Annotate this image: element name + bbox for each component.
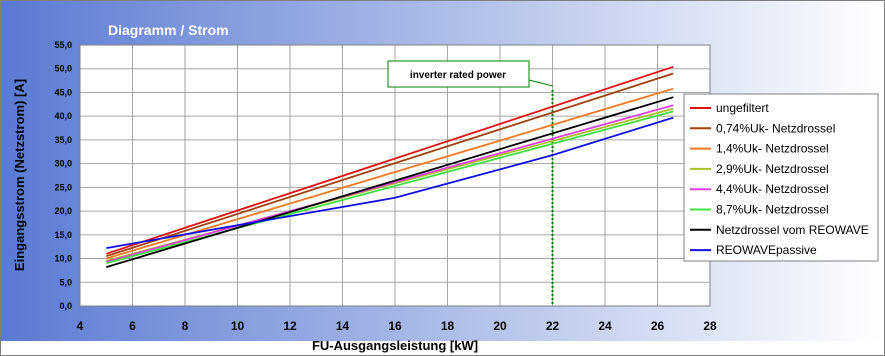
y-tick-label: 5,0 bbox=[59, 277, 72, 287]
legend-label: Netzdrossel vom REOWAVE bbox=[716, 223, 869, 237]
x-tick-label: 22 bbox=[546, 319, 560, 333]
x-tick-label: 24 bbox=[598, 319, 612, 333]
annotation-label: inverter rated power bbox=[410, 70, 506, 81]
legend-label: 1,4%Uk- Netzdrossel bbox=[716, 142, 829, 156]
legend-label: 8,7%Uk- Netzdrossel bbox=[716, 203, 829, 217]
y-tick-label: 15,0 bbox=[54, 230, 72, 240]
x-tick-label: 18 bbox=[441, 319, 455, 333]
x-tick-label: 20 bbox=[493, 319, 507, 333]
legend bbox=[683, 93, 879, 262]
x-tick-label: 6 bbox=[129, 319, 136, 333]
series-line bbox=[106, 96, 674, 268]
series-line bbox=[106, 87, 674, 260]
annotation-pointer bbox=[528, 79, 554, 87]
x-tick-label: 8 bbox=[182, 319, 189, 333]
y-tick-label: 25,0 bbox=[54, 182, 72, 192]
x-tick-label: 14 bbox=[336, 319, 350, 333]
series-line bbox=[106, 72, 674, 258]
legend-items: ungefiltert 0,74%Uk- Netzdrossel 1,4%Uk- N… bbox=[690, 101, 869, 257]
y-tick-label: 30,0 bbox=[54, 159, 72, 169]
x-tick-label: 12 bbox=[283, 319, 297, 333]
series-line bbox=[106, 116, 674, 249]
y-tick-label: 10,0 bbox=[54, 254, 72, 264]
y-tick-label: 55,0 bbox=[54, 40, 72, 50]
legend-label: REOWAVEpassive bbox=[716, 243, 817, 257]
x-tick-label: 16 bbox=[388, 319, 402, 333]
series-line bbox=[106, 104, 674, 263]
series-line bbox=[106, 65, 674, 255]
y-tick-labels: 0,0 5,0 10,0 15,0 20,0 25,0 30,0 35,0 40,0 45,0 50… bbox=[54, 40, 72, 311]
x-tick-label: 26 bbox=[651, 319, 665, 333]
y-tick-label: 0,0 bbox=[59, 301, 72, 311]
y-tick-label: 20,0 bbox=[54, 206, 72, 216]
y-tick-label: 40,0 bbox=[54, 111, 72, 121]
y-tick-label: 35,0 bbox=[54, 135, 72, 145]
y-tick-label: 50,0 bbox=[54, 64, 72, 74]
x-tick-label: 28 bbox=[703, 319, 717, 333]
y-tick-label: 45,0 bbox=[54, 87, 72, 97]
series-lines bbox=[106, 65, 674, 268]
annotation-box bbox=[387, 60, 530, 88]
y-axis-label: Eingangsstrom (Netzstrom) [A] bbox=[12, 79, 27, 271]
x-tick-label: 4 bbox=[77, 319, 84, 333]
legend-label: 2,9%Uk- Netzdrossel bbox=[716, 162, 829, 176]
x-tick-labels: 4 6 8 10 12 14 16 18 20 22 24 26 28 bbox=[77, 319, 717, 333]
x-axis-label: FU-Ausgangsleistung [kW] bbox=[312, 338, 478, 353]
legend-label: 4,4%Uk- Netzdrossel bbox=[716, 182, 829, 196]
chart-footer-background bbox=[1, 341, 884, 355]
legend-label: ungefiltert bbox=[716, 101, 769, 115]
chart-title: Diagramm / Strom bbox=[108, 22, 229, 38]
x-tick-label: 10 bbox=[231, 319, 245, 333]
legend-label: 0,74%Uk- Netzdrossel bbox=[716, 121, 835, 135]
